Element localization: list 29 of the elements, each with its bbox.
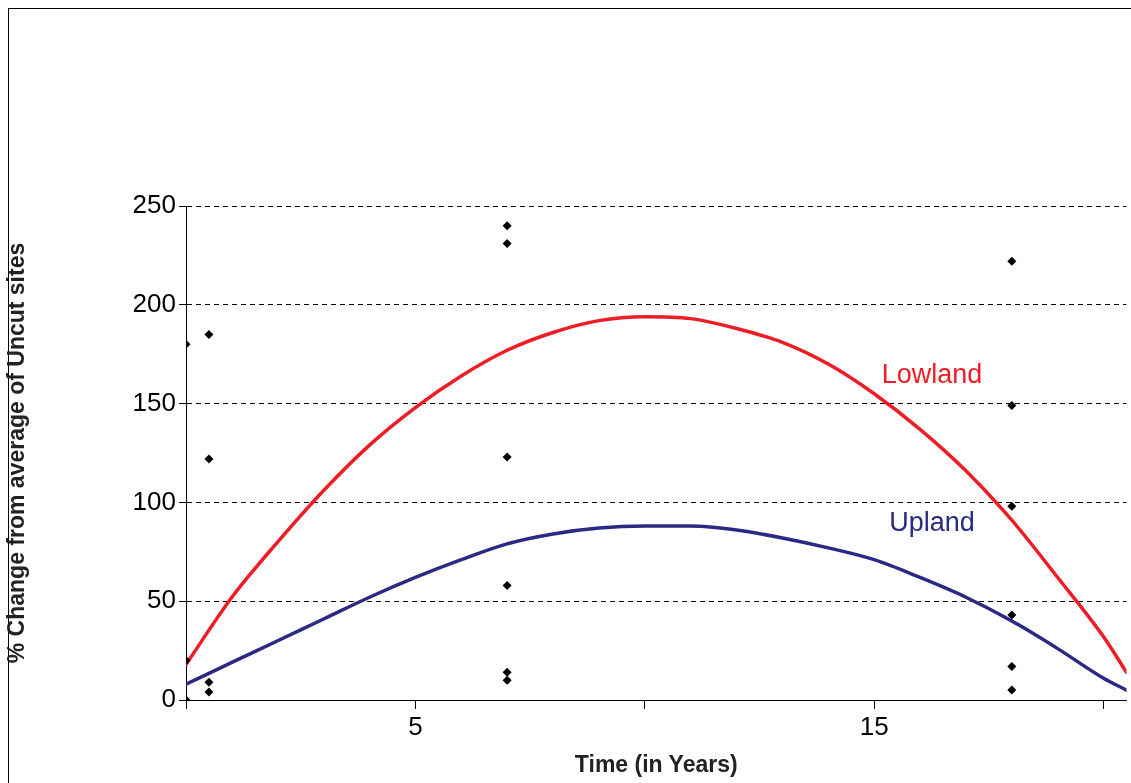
y-tick-label: 100: [132, 485, 176, 516]
y-tick-label: 150: [132, 386, 176, 417]
point: [502, 452, 512, 462]
point: [1007, 401, 1017, 411]
point: [1007, 610, 1017, 620]
x-axis-title: Time (in Years): [574, 750, 738, 777]
point: [502, 239, 512, 249]
series-label: Lowland: [881, 359, 983, 390]
y-tick-label: 50: [147, 584, 176, 615]
point: [502, 221, 512, 231]
y-tick-label: 0: [161, 683, 176, 714]
point: [204, 677, 214, 687]
point: [1007, 256, 1017, 266]
point: [204, 329, 214, 339]
point: [502, 580, 512, 590]
x-tick-label: 15: [859, 710, 889, 741]
series-label: Upland: [889, 507, 975, 538]
y-axis-title: % Change from average of Uncut sites: [3, 242, 30, 664]
point: [502, 675, 512, 685]
line-series: [186, 314, 1127, 675]
point: [1007, 501, 1017, 511]
x-tick-label: 5: [408, 710, 423, 741]
point: [204, 687, 214, 697]
point: [204, 454, 214, 464]
point: [502, 667, 512, 677]
point: [1007, 685, 1017, 695]
y-tick-label: 250: [132, 189, 176, 220]
y-tick-label: 200: [132, 287, 176, 318]
point: [1007, 661, 1017, 671]
